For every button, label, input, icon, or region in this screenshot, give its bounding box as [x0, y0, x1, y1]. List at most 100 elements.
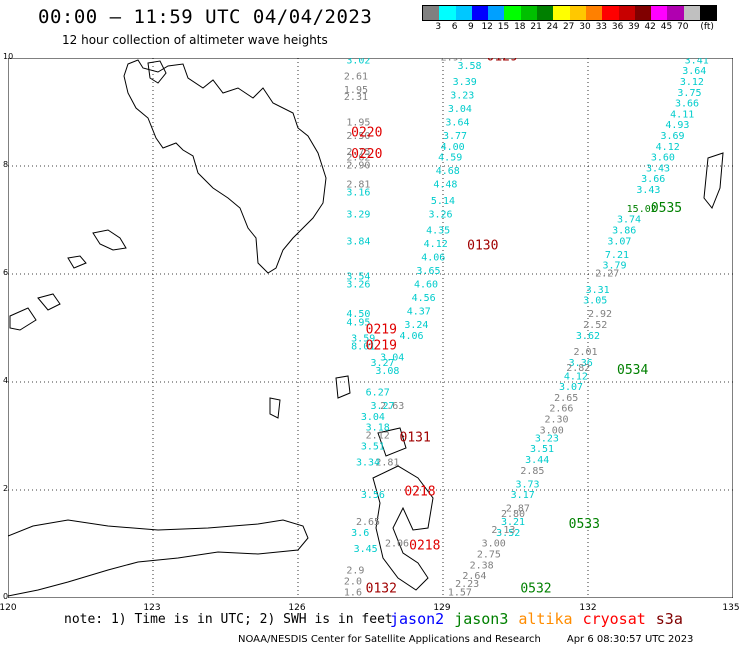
swh-value: 3.6: [351, 528, 369, 539]
footer-credit: NOAA/NESDIS Center for Satellite Applica…: [238, 634, 541, 645]
color-scale-labels: 3 6 9 12 15 18 21 24 27 30 33 36 39 42 45 70 (ft): [422, 22, 740, 34]
legend-swatch: [667, 6, 684, 20]
swh-value: 2.9: [346, 566, 364, 577]
swh-value: 5.14: [431, 196, 455, 207]
swh-value: 2.80: [501, 509, 525, 520]
swh-value: 2.31: [344, 92, 368, 103]
legend-swatch: [423, 6, 440, 20]
island-morotai: [377, 427, 407, 457]
swh-value: 3.26: [346, 280, 370, 291]
island-sulawesi: [8, 519, 309, 597]
swh-value: 15.02: [627, 204, 657, 215]
map-frame: [8, 58, 733, 598]
swh-value: 3.52: [496, 528, 520, 539]
legend-swatch: [553, 6, 570, 20]
swh-value: 3.04: [448, 104, 472, 115]
swh-value: 2.0: [344, 577, 362, 588]
legend-swatch: [602, 6, 619, 20]
swh-value: 1.57: [448, 587, 472, 598]
swh-value: 3.36: [569, 358, 593, 369]
island-mindanao: [123, 59, 327, 274]
island-sangihe: [269, 397, 281, 419]
swh-value: 3.08: [375, 366, 399, 377]
legend-swatch: [700, 6, 717, 20]
satellite-s3a: s3a: [655, 610, 683, 628]
swh-value: 4.93: [665, 120, 689, 131]
swh-value: 1.6: [344, 587, 362, 598]
swh-value: 2.97: [441, 58, 465, 64]
swh-value: 3.26: [429, 209, 453, 220]
y-tick-label: 0: [3, 592, 9, 601]
legend-label: 3: [435, 22, 442, 32]
legend-label: 6: [451, 22, 458, 32]
swh-value: 3.07: [607, 236, 631, 247]
altimeter-tracks: 2.542.611.952.311.952.502.752.622.902.81…: [344, 58, 709, 598]
pass-time-label: 0218: [409, 538, 440, 553]
swh-value: 3.45: [354, 544, 378, 555]
wave-height-map: 2.542.611.952.311.952.502.752.622.902.81…: [8, 58, 733, 598]
swh-value: 3.51: [361, 442, 385, 453]
swh-value: 3.23: [450, 91, 474, 102]
x-tick-label: 132: [579, 603, 597, 613]
legend-swatch: [683, 6, 701, 20]
pass-time-label: 0220: [351, 125, 382, 140]
x-tick-label: 135: [722, 603, 740, 613]
legend-label: 33: [595, 22, 608, 32]
swh-value: 4.35: [426, 226, 450, 237]
island-talaud: [335, 375, 351, 399]
pass-time-label: 0535: [651, 201, 682, 216]
x-tick-label: 120: [0, 603, 17, 613]
y-tick-label: 10: [3, 52, 14, 61]
swh-value: 3.44: [525, 455, 549, 466]
y-tick-label: 2: [3, 484, 9, 493]
swh-value: 3.16: [346, 188, 370, 199]
swh-value: 4.06: [400, 331, 424, 342]
swh-value: 3.66: [641, 174, 665, 185]
legend-swatch: [504, 6, 521, 20]
swh-value: 2.06: [385, 539, 409, 550]
footer: NOAA/NESDIS Center for Satellite Applica…: [238, 634, 693, 645]
map-gridlines: [8, 58, 733, 598]
swh-value: 3.59: [351, 334, 375, 345]
swh-value: 3.27: [371, 401, 395, 412]
legend-swatch: [455, 6, 472, 20]
swh-value: 2.65: [554, 393, 578, 404]
swh-value: 3.77: [443, 131, 467, 142]
legend-swatch: [569, 6, 586, 20]
swh-value: 3.27: [371, 358, 395, 369]
swh-value: 3.73: [516, 479, 540, 490]
swh-value: 2.52: [583, 320, 607, 331]
swh-value: 2.87: [506, 504, 530, 515]
swh-value: 4.00: [441, 142, 465, 153]
legend-label: 39: [628, 22, 640, 32]
swh-value: 1.95: [344, 85, 368, 96]
swh-value: 2.65: [356, 517, 380, 528]
x-tick-label: 123: [143, 603, 161, 613]
legend-label: 9: [468, 22, 474, 32]
swh-value: 3.12: [680, 77, 704, 88]
satellite-altika: altika: [518, 610, 573, 628]
swh-value: 8.01: [351, 342, 375, 353]
legend-label: 12: [481, 22, 493, 32]
swh-value: 3.31: [586, 285, 610, 296]
swh-value: 7.21: [605, 250, 629, 261]
swh-value: 2.81: [375, 458, 399, 469]
pass-time-label: 0534: [617, 363, 648, 378]
swh-value: 3.54: [346, 271, 370, 282]
swh-value: 3.41: [685, 58, 709, 66]
pass-time-labels: 0129 0220 0220 0130 0535 0219 0219 0534 0131 0218…: [351, 58, 682, 597]
swh-value: 2.64: [462, 571, 486, 582]
swh-value: 2.62: [346, 153, 370, 164]
island-sulu-2: [67, 255, 87, 269]
swh-value: 2.66: [549, 404, 573, 415]
swh-value: 2.75: [477, 550, 501, 561]
legend-label: 15: [497, 22, 510, 32]
swh-value: 3.43: [636, 185, 660, 196]
pass-time-label: 0219: [366, 339, 397, 354]
swh-value: 3.00: [482, 539, 506, 550]
swh-value: 6.27: [366, 388, 390, 399]
swh-value: 3.62: [576, 331, 600, 342]
swh-value: 4.12: [424, 239, 448, 250]
satellite-legend: jason2 jason3 altika cryosat s3a: [390, 610, 693, 628]
swh-value: 3.02: [346, 58, 370, 66]
